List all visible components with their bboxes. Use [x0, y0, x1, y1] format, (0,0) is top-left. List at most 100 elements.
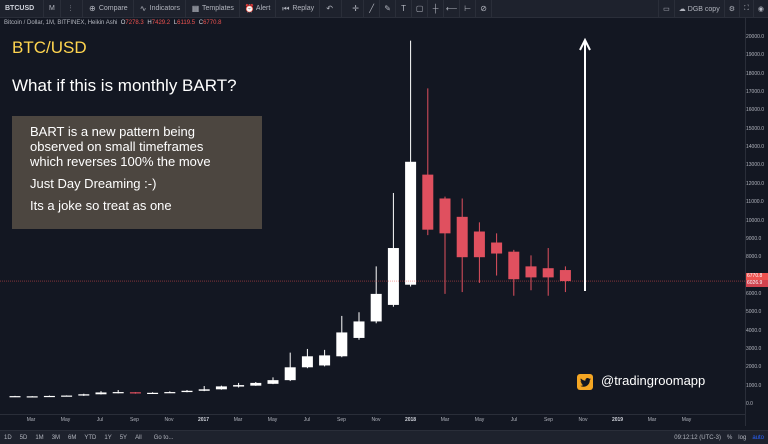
log-toggle[interactable]: log	[738, 434, 747, 441]
settings-gear-icon[interactable]: ⚙	[723, 0, 739, 18]
range-ytd[interactable]: YTD	[84, 434, 97, 441]
replay-icon: ⏮	[282, 3, 290, 13]
goto-button[interactable]: Go to...	[153, 434, 174, 441]
price-chart[interactable]	[0, 18, 745, 414]
time-tick-label: Nov	[578, 417, 588, 423]
alert-label: Alert	[255, 5, 271, 12]
price-tick-label: 4000.0	[746, 327, 762, 334]
alert-icon: ⏰	[244, 4, 255, 13]
drawing-tools: ✛ ╱ ✎ T ▢ ┼ ⟵ ⊢ ⊘	[348, 0, 493, 18]
brush-icon[interactable]: ✎	[380, 0, 397, 18]
bar-style-button[interactable]: ⫶	[61, 0, 83, 18]
range-5y[interactable]: 5Y	[119, 434, 128, 441]
clock-time[interactable]: 09:12:12 (UTC-3)	[674, 434, 721, 441]
current-price-tag: 6770.8	[746, 272, 768, 280]
arrow-left-icon[interactable]: ⟵	[444, 0, 461, 18]
top-toolbar: BTCUSD M ⫶ ⊕ Compare ∿ Indicators ▦ Templat…	[0, 0, 768, 18]
time-tick-label: Mar	[233, 417, 243, 423]
range-1y[interactable]: 1Y	[104, 434, 112, 441]
legend-high: 7429.2	[151, 20, 171, 26]
candle-body	[542, 268, 554, 278]
cursor-icon[interactable]: ✛	[348, 0, 365, 18]
range-5d[interactable]: 5D	[19, 434, 28, 441]
maximize-icon[interactable]: ⛶	[738, 0, 753, 18]
time-tick-label: Sep	[130, 417, 139, 423]
indicators-button[interactable]: ∿ Indicators	[134, 0, 186, 18]
annotation-textbox[interactable]: BART is a new pattern being observed on …	[12, 116, 262, 229]
undo-button[interactable]: ↶	[320, 0, 343, 18]
range-3m[interactable]: 3M	[51, 434, 61, 441]
indicators-icon: ∿	[139, 4, 147, 13]
auto-toggle[interactable]: auto	[752, 434, 764, 441]
symbol-search[interactable]: BTCUSD	[0, 0, 44, 18]
indicators-label: Indicators	[149, 5, 180, 12]
time-tick-label: May	[60, 417, 71, 423]
candle-body	[181, 390, 193, 393]
percent-toggle[interactable]: %	[726, 434, 733, 441]
legend-close: 6770.8	[203, 20, 222, 26]
time-axis[interactable]	[0, 414, 745, 426]
candle-body	[95, 392, 107, 395]
price-tick-label: 12000.0	[746, 180, 765, 187]
range-6m[interactable]: 6M	[68, 434, 77, 441]
fullscreen-icon[interactable]: ▭	[658, 0, 674, 18]
candle-body	[405, 161, 417, 285]
candle-body	[387, 248, 399, 305]
price-tick-label: 9000.0	[746, 235, 762, 242]
candle-body	[370, 293, 382, 322]
candle-body	[164, 392, 176, 394]
annotation-title[interactable]: BTC/USD	[12, 38, 87, 57]
legend-l-label: L	[173, 20, 178, 26]
compare-button[interactable]: ⊕ Compare	[83, 0, 134, 18]
price-tick-label: 5000.0	[746, 309, 762, 316]
time-tick-label: Jul	[303, 417, 311, 423]
legend-h-label: H	[147, 20, 152, 26]
bar-style-icon: ⫶	[69, 3, 72, 13]
time-tick-label: Jul	[96, 417, 104, 423]
candle-body	[353, 321, 365, 338]
candle-body	[26, 396, 38, 398]
candle-body	[473, 231, 485, 258]
zoom-icon[interactable]: ⊘	[476, 0, 493, 18]
rectangle-icon[interactable]: ▢	[412, 0, 429, 18]
price-tick-label: 11000.0	[746, 199, 764, 206]
interval-button[interactable]: M	[44, 0, 61, 18]
candle-body	[129, 392, 141, 394]
price-tick-label: 16000.0	[746, 107, 765, 114]
time-tick-label: Sep	[337, 417, 346, 423]
price-tick-label: 14000.0	[746, 144, 765, 151]
time-tick-label: 2019	[611, 417, 624, 423]
time-tick-label: Mar	[440, 417, 450, 423]
templates-button[interactable]: ▦ Templates	[186, 0, 240, 18]
bottom-bar: 1D 5D 1M 3M 6M YTD 1Y 5Y All Go to... 09…	[0, 430, 768, 444]
price-axis[interactable]	[745, 18, 768, 426]
range-all[interactable]: All	[135, 434, 142, 441]
candle-body	[439, 198, 451, 234]
candle-body	[508, 251, 520, 280]
box-line-joke: Its a joke so treat as one	[30, 198, 172, 213]
horizontal-line-icon[interactable]: ┼	[428, 0, 445, 18]
range-1m[interactable]: 1M	[35, 434, 44, 441]
candle-body	[9, 396, 21, 398]
annotation-question[interactable]: What if this is monthly BART?	[12, 76, 237, 95]
text-icon[interactable]: T	[396, 0, 413, 18]
replay-button[interactable]: ⏮ Replay	[276, 0, 321, 18]
range-1d[interactable]: 1D	[4, 434, 12, 441]
camera-icon[interactable]: ◉	[752, 0, 768, 18]
ruler-icon[interactable]: ⊢	[460, 0, 477, 18]
candle-body	[233, 385, 245, 387]
trendline-icon[interactable]: ╱	[364, 0, 381, 18]
symbol-legend: Bitcoin / Dollar, 1M, BITFINEX, Heikin A…	[4, 20, 223, 26]
price-tick-label: 18000.0	[746, 70, 765, 77]
time-tick-label: Sep	[544, 417, 553, 423]
candle-body	[456, 216, 468, 258]
time-tick-label: May	[267, 417, 278, 423]
alert-button[interactable]: ⏰ Alert	[240, 0, 277, 18]
price-tick-label: 19000.0	[746, 52, 765, 59]
legend-name: Bitcoin / Dollar, 1M, BITFINEX, Heikin A…	[4, 20, 118, 26]
layout-button[interactable]: ☁ DGB copy	[673, 0, 724, 18]
toolbar-right: ▭ ☁ DGB copy ⚙ ⛶ ◉	[658, 0, 768, 18]
compare-plus-icon: ⊕	[88, 4, 96, 13]
price-tick-label: 0.0	[746, 401, 753, 407]
candle-body	[319, 355, 331, 366]
